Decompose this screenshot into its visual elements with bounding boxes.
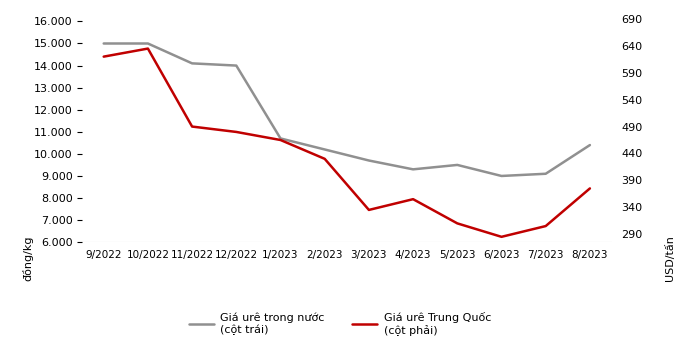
- Y-axis label: đồng/kg: đồng/kg: [23, 236, 34, 281]
- Y-axis label: USD/tấn: USD/tấn: [665, 236, 675, 281]
- Legend: Giá urê trong nước
(cột trái), Giá urê Trung Quốc
(cột phải): Giá urê trong nước (cột trái), Giá urê T…: [185, 308, 495, 340]
